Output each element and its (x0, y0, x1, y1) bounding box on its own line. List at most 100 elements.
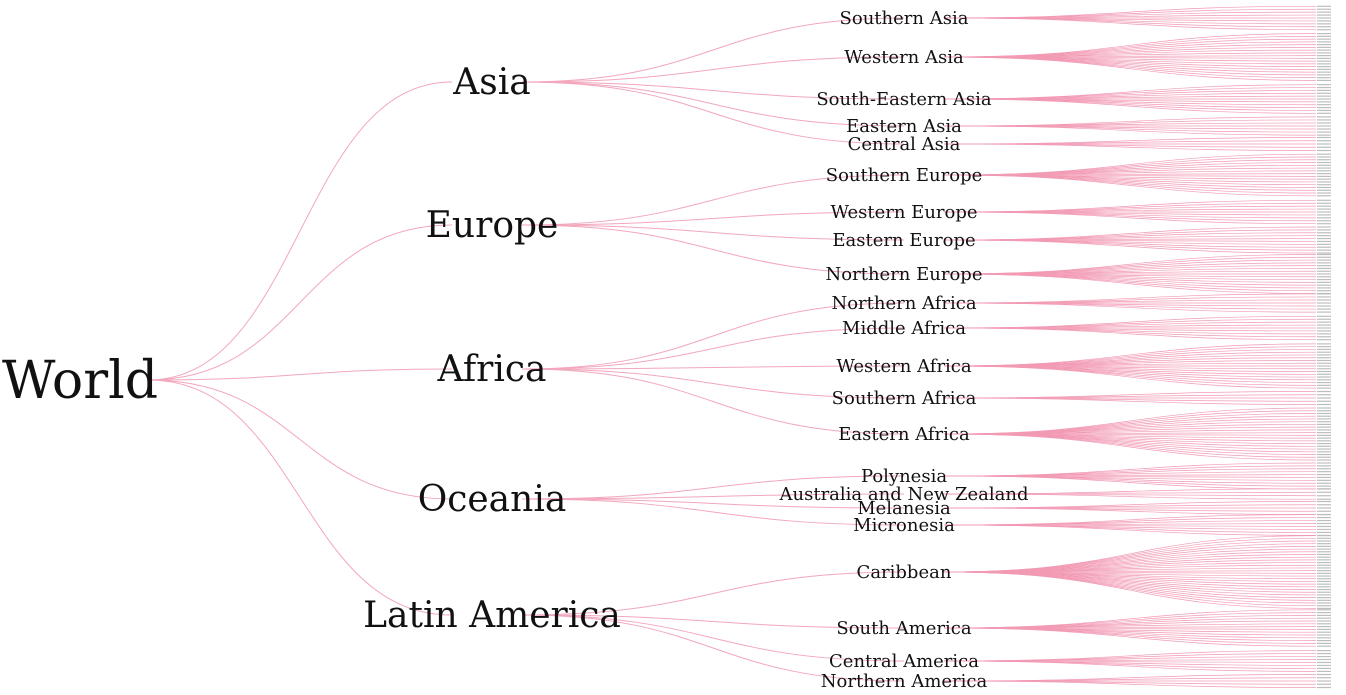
continent-label: Africa (436, 349, 546, 390)
continent-label: Oceania (418, 479, 567, 520)
country-leaf-label (1317, 184, 1331, 186)
country-leaf-label (1317, 333, 1331, 335)
link-continent-1-region-2 (521, 224, 905, 241)
country-leaf-label (1317, 195, 1331, 197)
country-leaf-label (1317, 17, 1331, 19)
country-leaf-label (1317, 495, 1331, 497)
country-link (943, 208, 1317, 213)
region-label: Melanesia (857, 498, 951, 519)
country-leaf-label (1317, 535, 1331, 537)
country-leaf-label (1317, 426, 1331, 428)
link-continent-0-region-1 (521, 56, 905, 83)
link-continent-1-region-0 (521, 174, 905, 226)
country-leaf-label (1317, 394, 1331, 396)
country-leaf-label (1317, 559, 1331, 561)
region-label: Northern Africa (831, 293, 976, 314)
country-leaf-label (1317, 628, 1331, 630)
country-leaf-label (1317, 357, 1331, 359)
country-leaf-label (1317, 650, 1331, 652)
country-leaf-label (1317, 504, 1331, 506)
country-leaf-label (1317, 543, 1331, 545)
region-label: Eastern Africa (838, 424, 970, 445)
country-leaf-label (1317, 476, 1331, 479)
country-leaf-label (1317, 605, 1331, 607)
country-leaf-label (1317, 459, 1331, 461)
country-leaf-label (1317, 510, 1331, 512)
link-continent-4-region-0 (521, 571, 905, 616)
country-leaf-label (1317, 448, 1331, 450)
country-link (943, 143, 1317, 151)
country-leaf-label (1317, 519, 1331, 522)
country-leaf-label (1317, 252, 1331, 254)
country-link (943, 523, 1317, 526)
country-link (943, 14, 1317, 19)
country-leaf-label (1317, 11, 1331, 13)
country-leaf-label (1317, 390, 1331, 393)
country-leaf-label (1317, 109, 1331, 112)
country-leaf-label (1317, 602, 1331, 604)
country-leaf-label (1317, 98, 1331, 100)
country-leaf-label (1317, 667, 1331, 670)
country-link (943, 571, 1317, 609)
country-leaf-label (1317, 637, 1331, 639)
country-leaf-label (1317, 104, 1331, 106)
link-world-4 (147, 379, 453, 616)
country-leaf-label (1317, 591, 1331, 593)
country-leaf-label (1317, 89, 1331, 92)
tree-links (147, 17, 905, 682)
country-leaf-label (1317, 214, 1331, 216)
country-leaf-label (1317, 223, 1331, 225)
country-link (943, 56, 1317, 81)
country-leaf-label (1317, 429, 1331, 431)
country-leaf-label (1317, 514, 1331, 516)
country-leaf-label (1317, 140, 1331, 142)
link-continent-3-region-2 (521, 498, 905, 509)
country-leaf-label (1317, 373, 1331, 375)
country-leaf-label (1317, 570, 1331, 572)
country-leaf-label (1317, 365, 1331, 367)
link-world-2 (147, 368, 453, 381)
country-link (943, 362, 1317, 367)
country-leaf-label (1317, 327, 1331, 329)
country-leaf-label (1317, 432, 1331, 434)
country-leaf-label (1317, 208, 1331, 210)
country-leaf-label (1317, 387, 1331, 389)
country-leaf-label (1317, 437, 1331, 439)
country-leaf-label (1317, 167, 1331, 169)
country-leaf-label (1317, 564, 1331, 566)
country-leaf-label (1317, 131, 1331, 133)
country-leaf-label (1317, 620, 1331, 622)
country-leaf-label (1317, 686, 1331, 689)
link-continent-0-region-4 (521, 81, 905, 145)
link-continent-1-region-1 (521, 211, 905, 226)
country-leaf-label (1317, 57, 1331, 59)
country-link (943, 273, 1317, 294)
country-leaf-label (1317, 324, 1331, 326)
country-leaf-label (1317, 359, 1331, 362)
country-link (943, 270, 1317, 275)
link-continent-2-region-0 (521, 302, 905, 370)
country-leaf-label (1317, 423, 1331, 426)
country-leaf-label (1317, 175, 1331, 177)
country-leaf-label (1317, 580, 1331, 583)
link-continent-4-region-3 (521, 614, 905, 682)
country-leaf-label (1317, 156, 1331, 158)
country-leaf-label (1317, 149, 1331, 152)
link-world-3 (147, 379, 453, 500)
link-continent-3-region-1 (521, 493, 905, 500)
region-label: South America (836, 618, 971, 639)
country-link (943, 125, 1317, 136)
country-leaf-label (1317, 578, 1331, 580)
country-leaf-label (1317, 410, 1331, 412)
country-link (943, 504, 1317, 509)
country-leaf-label (1317, 683, 1331, 685)
country-leaf-label (1317, 397, 1331, 399)
country-leaf-label (1317, 68, 1331, 70)
country-leaf-label (1317, 551, 1331, 553)
region-label: Australia and New Zealand (779, 484, 1029, 505)
country-leaf-label (1317, 52, 1331, 54)
country-leaf-label (1317, 631, 1331, 633)
country-leaf-label (1317, 642, 1331, 644)
country-leaf-label (1317, 235, 1331, 237)
country-leaf-label (1317, 41, 1331, 43)
